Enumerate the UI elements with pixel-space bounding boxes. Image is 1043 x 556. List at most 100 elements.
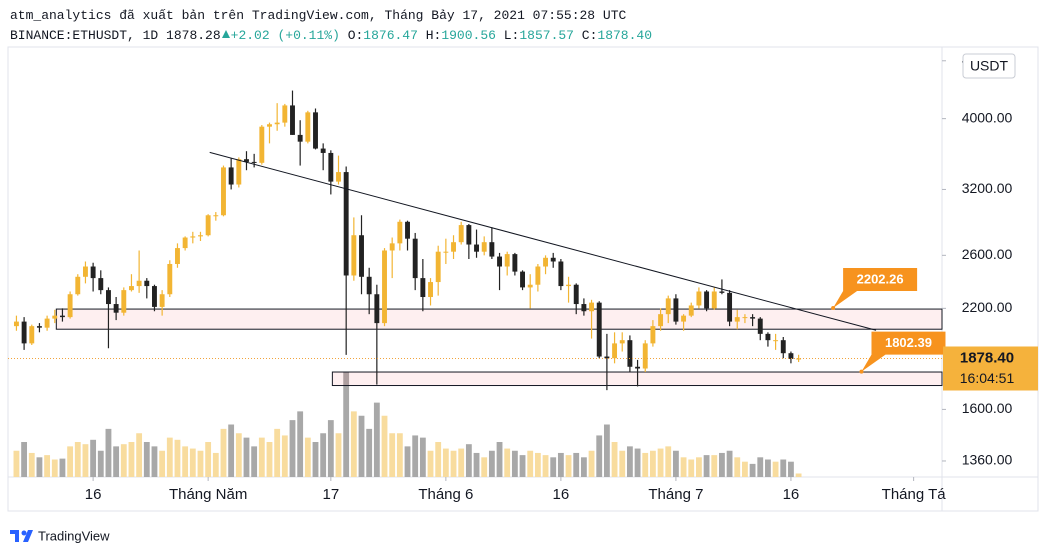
- volume-bar: [680, 457, 687, 477]
- candle-body: [435, 251, 441, 283]
- candle-body: [658, 314, 664, 327]
- volume-bar: [588, 450, 595, 477]
- volume-bar: [450, 450, 457, 477]
- volume-bar: [427, 450, 434, 477]
- candle-body: [336, 172, 341, 182]
- candle-body: [673, 298, 679, 322]
- trendline: [209, 151, 877, 331]
- volume-bar: [557, 452, 564, 477]
- candle-body: [236, 159, 242, 185]
- volume-bar: [780, 459, 787, 477]
- candle-body: [320, 148, 326, 153]
- candle-body: [297, 134, 303, 142]
- volume-bar: [580, 457, 587, 477]
- logo: [10, 530, 33, 542]
- x-tick-label: Tháng Tá: [882, 486, 947, 503]
- candle-body: [106, 290, 111, 305]
- candle-body: [228, 167, 234, 185]
- volume-bar: [534, 452, 541, 477]
- volume-bar: [205, 442, 212, 477]
- candle-body: [596, 302, 602, 357]
- volume-bar: [189, 448, 196, 477]
- candle-body: [543, 257, 549, 267]
- volume-bar: [519, 455, 526, 477]
- candle-body: [190, 236, 196, 238]
- volume-bar: [21, 442, 28, 477]
- candle-body: [704, 291, 710, 309]
- candle-body: [619, 340, 625, 344]
- currency: USDT: [970, 58, 1009, 74]
- candle-body: [59, 315, 65, 318]
- candle-body: [604, 356, 610, 359]
- volume-bar: [28, 452, 35, 477]
- candle-body: [13, 321, 19, 327]
- volume-bar: [44, 455, 51, 477]
- volume-bar: [795, 473, 802, 477]
- volume-bar: [742, 461, 748, 477]
- x-tick-label: 16: [783, 486, 800, 503]
- volume-bar: [136, 433, 143, 477]
- candle-body: [29, 326, 35, 344]
- volume-bar: [82, 444, 89, 477]
- c-value: 1878.40: [597, 28, 652, 43]
- callout-label: 1802.39: [885, 335, 932, 350]
- callout-box: [833, 268, 918, 309]
- candle-body: [719, 291, 725, 293]
- volume-bar: [527, 450, 534, 477]
- ohlc-line: BINANCE:ETHUSDT, 1D 1878.28 +2.02 (+0.11%…: [10, 28, 652, 43]
- volume-bar: [565, 455, 572, 477]
- candle-body: [497, 256, 502, 267]
- zone: [55, 308, 943, 330]
- volume-bar: [749, 463, 756, 477]
- volume-bar: [481, 457, 488, 477]
- volume-bar: [212, 452, 219, 477]
- volume-bar: [719, 452, 725, 477]
- volume-bar: [289, 420, 296, 477]
- candle-body: [550, 257, 556, 262]
- candle-body: [750, 317, 756, 319]
- last-price-box: [943, 346, 1038, 369]
- candle-body: [466, 225, 472, 245]
- volume-bar: [765, 459, 771, 477]
- candle-body: [251, 161, 257, 163]
- volume-bar: [13, 450, 20, 477]
- volume-bar: [611, 442, 618, 477]
- volume-bar: [504, 448, 511, 477]
- candle-body: [82, 266, 88, 277]
- volume-bar: [542, 455, 549, 477]
- volume-bar: [358, 415, 365, 477]
- volume-bar: [573, 452, 580, 477]
- candle-body: [267, 124, 272, 127]
- candle-body: [175, 248, 180, 264]
- volume-bar: [266, 442, 273, 477]
- callout-anchor: [859, 369, 864, 374]
- volume-bar: [335, 433, 342, 477]
- candle-body: [182, 237, 188, 249]
- candle-body: [313, 112, 318, 149]
- candle-body: [129, 286, 134, 291]
- frame: [7, 46, 1039, 512]
- x-tick-label: 16: [553, 486, 570, 503]
- volume-bar: [128, 442, 135, 477]
- candle-body: [566, 284, 572, 287]
- candle-body: [512, 254, 518, 272]
- volume-bar: [350, 411, 357, 477]
- candle-body: [167, 263, 173, 295]
- y-tick-label: 1600.00: [962, 400, 1013, 416]
- volume-bar: [258, 437, 265, 477]
- candle-body: [742, 317, 748, 319]
- candle-body: [274, 122, 280, 125]
- candle-body: [305, 112, 311, 142]
- candle-body: [635, 366, 641, 369]
- volume-bar: [297, 411, 304, 477]
- candle-body: [773, 340, 779, 342]
- candle-body: [113, 304, 119, 313]
- candle-body: [627, 340, 633, 367]
- last-price-label: 1878.40: [960, 349, 1014, 366]
- volume-bar: [174, 439, 181, 477]
- y-tick-label: 4000.00: [962, 109, 1013, 125]
- volume-bar: [419, 437, 426, 477]
- candle-body: [159, 294, 165, 307]
